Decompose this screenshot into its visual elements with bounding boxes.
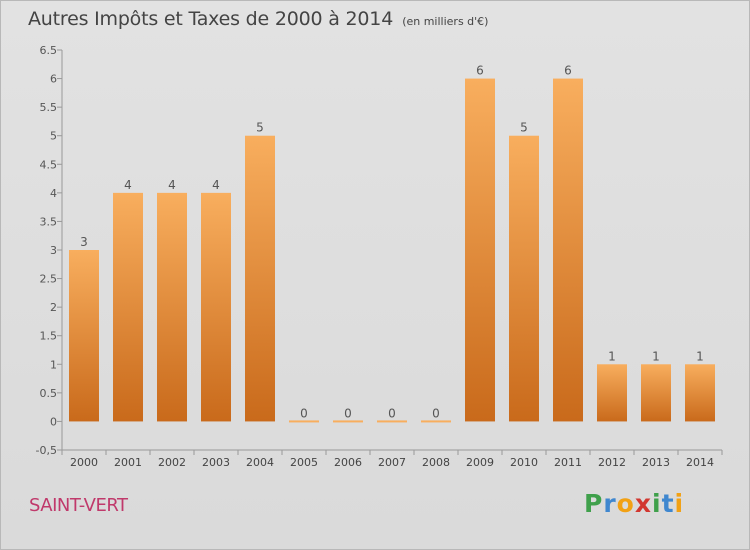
data-label-2002: 4	[168, 178, 176, 192]
bar-2008	[421, 420, 451, 423]
x-tick-label: 2004	[246, 456, 274, 469]
y-tick-label: 1.5	[40, 330, 58, 343]
logo-letter: i	[652, 489, 662, 518]
data-label-2003: 4	[212, 178, 220, 192]
bar-2000	[69, 250, 99, 422]
x-tick-label: 2012	[598, 456, 626, 469]
logo-letter: t	[661, 489, 675, 518]
bar-2011	[553, 78, 583, 422]
x-tick-label: 2009	[466, 456, 494, 469]
bar-2004	[245, 135, 275, 422]
chart-title: Autres Impôts et Taxes de 2000 à 2014 (e…	[28, 8, 488, 30]
bar-2006	[333, 420, 363, 423]
bar-2009	[465, 78, 495, 422]
x-tick-label: 2014	[686, 456, 714, 469]
logo-letter: o	[616, 489, 635, 518]
x-tick-label: 2011	[554, 456, 582, 469]
x-tick-label: 2010	[510, 456, 538, 469]
y-tick-label: 4	[50, 187, 57, 200]
y-tick-label: 2	[50, 301, 57, 314]
y-tick-label: 3.5	[40, 215, 58, 228]
logo-letter: x	[634, 489, 652, 518]
logo-letter: P	[584, 489, 604, 518]
y-tick-label: 4.5	[40, 158, 58, 171]
x-tick-label: 2005	[290, 456, 318, 469]
data-label-2011: 6	[564, 64, 572, 78]
bar-2005	[289, 420, 319, 423]
y-tick-label: 5.5	[40, 101, 58, 114]
data-label-2010: 5	[520, 121, 528, 135]
x-tick-label: 2008	[422, 456, 450, 469]
logo-letter: i	[674, 489, 685, 518]
y-tick-label: 6.5	[40, 44, 58, 57]
bar-2001	[113, 192, 143, 422]
bar-2013	[641, 364, 671, 422]
data-label-2005: 0	[300, 406, 308, 420]
logo-letter: r	[603, 489, 617, 518]
data-label-2013: 1	[652, 349, 660, 363]
x-tick-label: 2003	[202, 456, 230, 469]
bar-2007	[377, 420, 407, 423]
place-name: SAINT-VERT	[29, 495, 128, 516]
proxiti-logo: Proxiti	[584, 489, 684, 518]
x-tick-label: 2000	[70, 456, 98, 469]
y-tick-label: 3	[50, 244, 57, 257]
bar-2012	[597, 364, 627, 422]
y-tick-label: 1	[50, 358, 57, 371]
x-tick-label: 2007	[378, 456, 406, 469]
data-label-2009: 6	[476, 64, 484, 78]
x-tick-label: 2002	[158, 456, 186, 469]
y-tick-label: 0.5	[40, 387, 58, 400]
data-label-2001: 4	[124, 178, 132, 192]
y-tick-label: 6	[50, 73, 57, 86]
bar-2002	[157, 192, 187, 422]
data-label-2008: 0	[432, 406, 440, 420]
data-label-2000: 3	[80, 235, 88, 249]
chart-title-unit: (en milliers d'€)	[402, 15, 489, 28]
y-tick-label: 2.5	[40, 273, 58, 286]
data-label-2014: 1	[696, 349, 704, 363]
y-tick-label: -0,5	[36, 444, 57, 457]
x-tick-label: 2013	[642, 456, 670, 469]
bar-2014	[685, 364, 715, 422]
x-tick-label: 2001	[114, 456, 142, 469]
y-tick-label: 5	[50, 130, 57, 143]
chart-title-main: Autres Impôts et Taxes de 2000 à 2014	[28, 8, 394, 30]
data-label-2007: 0	[388, 406, 396, 420]
data-label-2004: 5	[256, 121, 264, 135]
x-tick-label: 2006	[334, 456, 362, 469]
data-label-2012: 1	[608, 349, 616, 363]
data-label-2006: 0	[344, 406, 352, 420]
bar-2010	[509, 135, 539, 422]
bar-2003	[201, 192, 231, 422]
y-tick-label: 0	[50, 415, 57, 428]
